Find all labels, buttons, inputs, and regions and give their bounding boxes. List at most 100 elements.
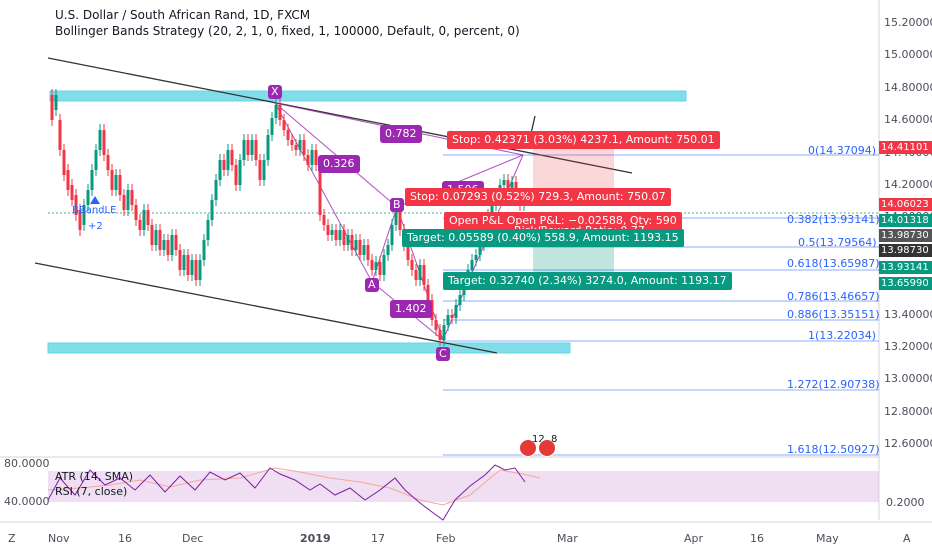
candle-body bbox=[238, 160, 242, 185]
fib-level-label: 0.786(13.46657) bbox=[787, 290, 880, 303]
candle-body bbox=[258, 160, 262, 180]
pattern-point-x[interactable]: X bbox=[268, 85, 282, 99]
candle-body bbox=[318, 165, 322, 215]
price-tag-target: 13.65990 bbox=[879, 277, 932, 290]
candle-body bbox=[490, 205, 494, 215]
candle-body bbox=[314, 150, 318, 165]
candle-body bbox=[290, 140, 294, 145]
candle-body bbox=[350, 235, 354, 250]
price-tag-fib: 13.93141 bbox=[879, 261, 932, 274]
candle-body bbox=[474, 255, 478, 260]
atr-legend[interactable]: ATR (14, SMA) bbox=[55, 470, 134, 483]
candle-body bbox=[158, 230, 162, 250]
candle-body bbox=[298, 140, 302, 150]
candle-body bbox=[146, 210, 150, 225]
price-axis-label: 13.20000 bbox=[884, 340, 932, 353]
auto-scale-button[interactable]: A bbox=[903, 532, 911, 545]
candle-body bbox=[234, 165, 238, 185]
event-count: 8 bbox=[551, 434, 558, 445]
candle-body bbox=[206, 220, 210, 240]
candle-body bbox=[342, 230, 346, 245]
candle-body bbox=[126, 190, 130, 210]
target-tag[interactable]: Target: 0.05589 (0.40%) 558.9, Amount: 1… bbox=[402, 229, 684, 247]
fib-level-label: 0(14.37094) bbox=[808, 144, 877, 157]
ratio-label[interactable]: 0.326 bbox=[318, 155, 360, 173]
candle-body bbox=[106, 155, 110, 170]
candle-body bbox=[142, 210, 146, 230]
candle-body bbox=[118, 175, 122, 195]
chart-title: U.S. Dollar / South African Rand, 1D, FX… bbox=[55, 8, 311, 22]
strategy-legend[interactable]: Bollinger Bands Strategy (20, 2, 1, 0, f… bbox=[55, 24, 520, 38]
candle-body bbox=[242, 140, 246, 160]
price-axis-label: 13.00000 bbox=[884, 372, 932, 386]
candle-body bbox=[122, 195, 126, 210]
price-axis-label: 14.60000 bbox=[884, 113, 932, 127]
support-zone bbox=[47, 342, 571, 354]
pattern-point-c[interactable]: C bbox=[436, 347, 450, 361]
candle-body bbox=[250, 140, 254, 155]
us-flag-event-icon[interactable] bbox=[538, 439, 556, 457]
candle-body bbox=[414, 270, 418, 280]
fib-level-label: 0.886(13.35151) bbox=[787, 308, 880, 321]
candle-body bbox=[398, 210, 402, 230]
event-count: 12 bbox=[532, 434, 545, 445]
candle-body bbox=[502, 180, 506, 185]
time-label: Apr bbox=[684, 532, 704, 545]
candle-body bbox=[346, 235, 350, 245]
candle-body bbox=[426, 285, 430, 300]
corner-left-label[interactable]: Z bbox=[8, 532, 16, 545]
stop-tag[interactable]: Stop: 0.07293 (0.52%) 729.3, Amount: 750… bbox=[405, 188, 671, 206]
candle-body bbox=[98, 130, 102, 150]
pattern-point-a[interactable]: A bbox=[365, 278, 379, 292]
fib-level-label: 0.382(13.93141) bbox=[787, 213, 880, 226]
price-tag-crosshair: 13.98730 bbox=[879, 244, 932, 257]
candle-body bbox=[194, 260, 198, 280]
candle-body bbox=[422, 265, 426, 285]
target-tag[interactable]: Target: 0.32740 (2.34%) 3274.0, Amount: … bbox=[443, 272, 732, 290]
time-label: Mar bbox=[557, 532, 578, 545]
time-label: 2019 bbox=[300, 532, 331, 545]
candlestick-series bbox=[50, 89, 526, 346]
price-axis-label: 12.80000 bbox=[884, 404, 932, 418]
pattern-point-b[interactable]: B bbox=[390, 198, 404, 212]
candle-body bbox=[322, 215, 326, 225]
candle-body bbox=[446, 315, 450, 325]
candle-body bbox=[454, 305, 458, 318]
candle-body bbox=[190, 260, 194, 275]
price-tag-upper: 14.06023 bbox=[879, 198, 932, 211]
candle-body bbox=[94, 150, 98, 170]
fib-level-label: 1(13.22034) bbox=[808, 329, 877, 342]
price-tag-stop: 14.41101 bbox=[879, 141, 932, 154]
candle-body bbox=[458, 295, 462, 305]
candle-body bbox=[266, 135, 270, 160]
time-label: 16 bbox=[750, 532, 764, 545]
candle-body bbox=[406, 245, 410, 260]
candle-body bbox=[114, 175, 118, 190]
candle-body bbox=[178, 250, 182, 270]
price-tag-mid: 13.98730 bbox=[879, 229, 932, 242]
ratio-label[interactable]: 1.402 bbox=[390, 300, 432, 318]
candle-body bbox=[338, 230, 342, 240]
candle-body bbox=[282, 120, 286, 130]
time-label: 17 bbox=[371, 532, 385, 545]
candle-body bbox=[442, 325, 446, 340]
us-flag-event-icon[interactable] bbox=[519, 439, 537, 457]
candle-body bbox=[306, 155, 310, 165]
candle-body bbox=[82, 205, 86, 225]
candle-body bbox=[174, 235, 178, 250]
candle-body bbox=[166, 240, 170, 255]
candle-body bbox=[70, 185, 74, 200]
candle-body bbox=[274, 105, 278, 118]
channel-lower-line bbox=[34, 262, 498, 354]
ratio-label[interactable]: 0.782 bbox=[380, 125, 422, 143]
candle-body bbox=[430, 300, 434, 320]
stop-tag[interactable]: Stop: 0.42371 (3.03%) 4237.1, Amount: 75… bbox=[447, 131, 720, 149]
rsi-band bbox=[48, 471, 879, 502]
candle-body bbox=[286, 130, 290, 140]
rsi-legend[interactable]: RSI (7, close) bbox=[55, 485, 128, 498]
candle-body bbox=[90, 170, 94, 190]
candle-body bbox=[394, 210, 398, 225]
candle-body bbox=[382, 255, 386, 275]
rsi-line bbox=[47, 464, 526, 521]
